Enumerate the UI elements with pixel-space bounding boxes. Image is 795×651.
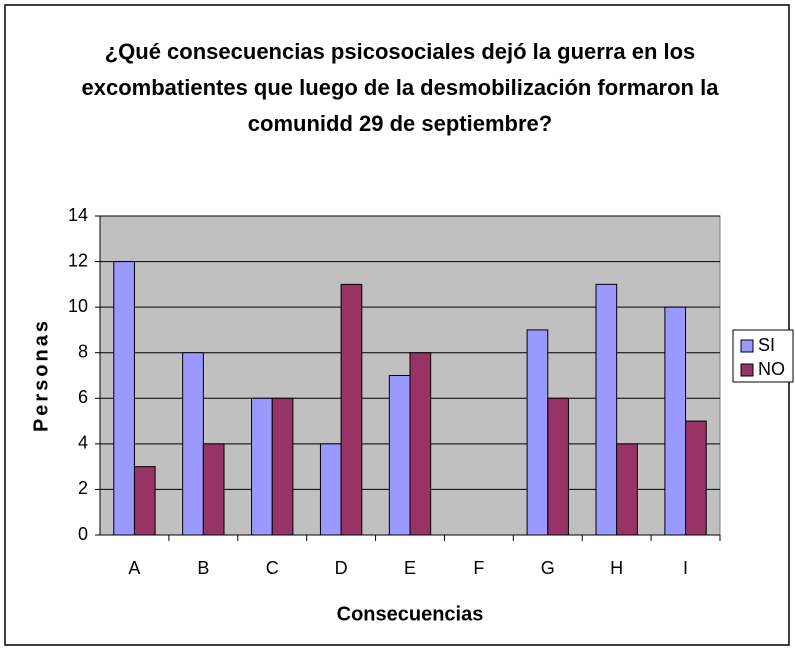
y-tick-label: 8	[78, 341, 88, 361]
bar	[133, 466, 156, 536]
bar	[616, 443, 638, 536]
legend-label: SI	[758, 335, 775, 355]
y-tick-label: 0	[78, 524, 88, 544]
bar	[595, 283, 618, 536]
x-tick-label: F	[473, 558, 484, 578]
x-axis-label: Consecuencias	[337, 603, 484, 625]
bar	[202, 443, 225, 536]
x-tick-label: D	[335, 558, 348, 578]
y-tick-label: 12	[68, 250, 88, 270]
bar	[251, 397, 273, 536]
bar	[685, 420, 707, 536]
legend-swatch	[740, 363, 754, 377]
y-tick-label: 6	[78, 387, 88, 407]
bar	[388, 375, 411, 536]
bar	[340, 283, 363, 536]
x-tick-label: G	[541, 558, 555, 578]
bar	[547, 397, 569, 536]
y-tick-label: 14	[68, 205, 88, 225]
x-tick-label: I	[683, 558, 688, 578]
bar	[113, 261, 135, 536]
bar	[664, 306, 687, 536]
bar	[409, 352, 432, 536]
y-tick-label: 2	[78, 478, 88, 498]
y-axis-label: Personas	[30, 318, 52, 432]
x-tick-label: C	[266, 558, 279, 578]
legend-label: NO	[758, 359, 785, 379]
bar	[271, 397, 294, 536]
x-tick-label: H	[610, 558, 623, 578]
x-tick-label: B	[197, 558, 209, 578]
chart-title: ¿Qué consecuencias psicosociales dejó la…	[81, 39, 719, 136]
bar	[526, 329, 549, 536]
legend-swatch	[740, 339, 754, 353]
y-tick-label: 4	[78, 433, 88, 453]
x-tick-label: E	[404, 558, 416, 578]
x-tick-label: A	[128, 558, 140, 578]
bar	[319, 443, 342, 536]
bar	[182, 352, 204, 536]
y-tick-label: 10	[68, 296, 88, 316]
